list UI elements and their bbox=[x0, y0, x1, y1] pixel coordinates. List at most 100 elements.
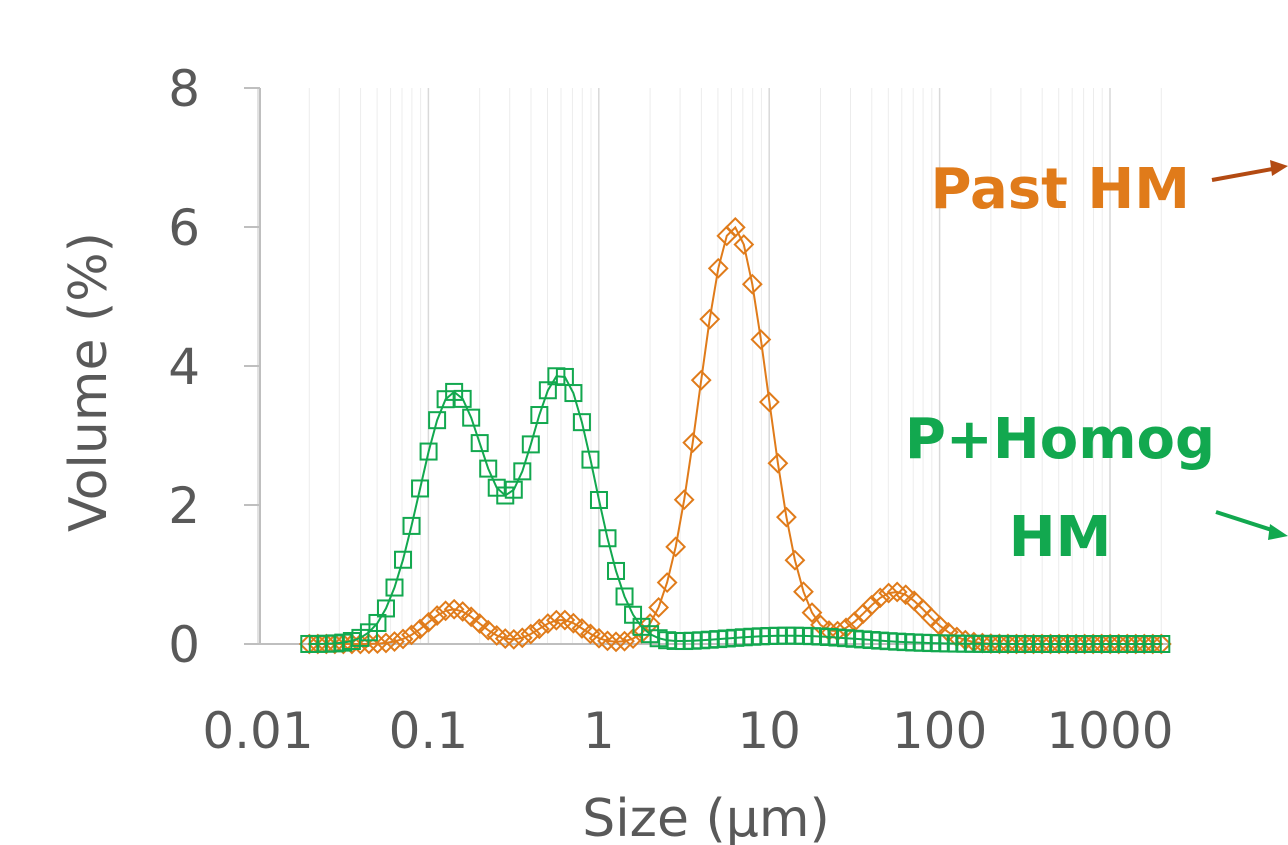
x-tick-label: 10 bbox=[737, 702, 801, 760]
data-point bbox=[572, 413, 591, 432]
data-point bbox=[315, 633, 337, 655]
series-p-homog-hm bbox=[300, 367, 1171, 653]
data-point bbox=[699, 308, 721, 330]
data-point bbox=[750, 329, 772, 350]
data-point bbox=[741, 273, 763, 295]
data-point bbox=[665, 536, 687, 558]
data-point bbox=[605, 631, 627, 653]
data-point bbox=[724, 216, 746, 238]
data-point bbox=[1048, 633, 1070, 655]
data-point bbox=[1091, 633, 1113, 655]
series-layer bbox=[298, 216, 1172, 655]
data-point bbox=[307, 633, 329, 655]
data-point bbox=[394, 550, 413, 569]
data-point bbox=[1014, 633, 1036, 655]
data-point bbox=[384, 631, 405, 652]
data-point bbox=[1082, 633, 1104, 655]
y-tick-label: 2 bbox=[168, 477, 200, 535]
data-point bbox=[409, 618, 431, 640]
data-point bbox=[375, 632, 397, 654]
data-point bbox=[656, 572, 678, 593]
data-point bbox=[452, 601, 474, 622]
data-point bbox=[1074, 633, 1096, 655]
data-point bbox=[504, 480, 523, 499]
data-point bbox=[733, 234, 755, 255]
data-point bbox=[673, 489, 695, 511]
data-point bbox=[528, 618, 550, 640]
data-point bbox=[784, 549, 806, 571]
y-tick-label: 0 bbox=[168, 616, 200, 674]
data-point bbox=[520, 623, 542, 645]
data-point bbox=[392, 628, 414, 650]
data-point bbox=[460, 606, 482, 628]
y-tick-labels: 0 2 4 6 8 bbox=[168, 60, 260, 674]
data-point bbox=[513, 462, 532, 481]
data-point bbox=[511, 627, 533, 649]
grid-lines bbox=[257, 88, 1162, 644]
data-point bbox=[589, 490, 608, 509]
data-point bbox=[767, 452, 789, 474]
data-point bbox=[479, 459, 498, 478]
data-point bbox=[607, 561, 626, 580]
data-point bbox=[1023, 633, 1044, 655]
data-point bbox=[1152, 635, 1171, 653]
x-tick-label: 1000 bbox=[1046, 702, 1173, 760]
annotation-arrow-p-homog bbox=[1215, 510, 1279, 534]
data-point bbox=[503, 628, 525, 650]
annotation-arrow-past-hm bbox=[1211, 166, 1279, 182]
data-point bbox=[878, 582, 900, 604]
annotation-hm: HM bbox=[1009, 505, 1112, 570]
data-point bbox=[477, 619, 499, 641]
data-point bbox=[1057, 633, 1078, 655]
data-point bbox=[1031, 633, 1053, 655]
data-point bbox=[530, 406, 549, 425]
data-point bbox=[614, 630, 635, 652]
data-point bbox=[462, 408, 481, 427]
annotation-arrowhead-p-homog bbox=[1268, 524, 1288, 540]
data-point bbox=[435, 600, 457, 622]
data-point bbox=[707, 257, 729, 279]
data-point bbox=[648, 597, 670, 618]
x-tick-label: 100 bbox=[892, 702, 987, 760]
data-point bbox=[376, 599, 395, 618]
data-point bbox=[324, 633, 346, 655]
data-point bbox=[564, 384, 583, 403]
data-point bbox=[545, 609, 567, 631]
data-point bbox=[411, 479, 430, 498]
annotation-past-hm: Past HM bbox=[930, 157, 1190, 222]
data-point bbox=[428, 411, 447, 430]
data-point bbox=[1099, 633, 1121, 655]
data-point bbox=[453, 389, 472, 408]
data-point bbox=[1108, 633, 1130, 655]
data-point bbox=[1065, 633, 1087, 655]
data-point bbox=[401, 624, 422, 646]
data-point bbox=[563, 612, 584, 634]
data-point bbox=[793, 581, 814, 603]
data-point bbox=[419, 442, 438, 461]
data-point bbox=[470, 434, 489, 453]
data-point bbox=[298, 633, 320, 655]
y-tick-label: 8 bbox=[168, 60, 200, 118]
data-point bbox=[571, 618, 593, 639]
annotation-p-homog: P+Homog bbox=[905, 407, 1215, 472]
x-tick-labels: 0.01 0.1 1 10 100 1000 bbox=[202, 702, 1173, 760]
y-axis-title: Volume (%) bbox=[59, 232, 119, 532]
x-tick-label: 0.1 bbox=[389, 702, 469, 760]
data-point bbox=[690, 369, 712, 391]
data-point bbox=[341, 633, 363, 655]
data-point bbox=[521, 435, 540, 454]
data-point bbox=[597, 630, 618, 652]
data-point bbox=[615, 587, 634, 606]
data-point bbox=[418, 611, 439, 633]
data-point bbox=[869, 587, 891, 609]
x-tick-label: 1 bbox=[583, 702, 615, 760]
data-point bbox=[469, 613, 491, 634]
data-point bbox=[758, 391, 780, 413]
data-point bbox=[598, 529, 617, 548]
y-tick-label: 6 bbox=[168, 199, 200, 257]
x-axis-title: Size (µm) bbox=[582, 789, 830, 845]
annotation-arrowhead-past-hm bbox=[1270, 160, 1288, 176]
data-point bbox=[402, 516, 421, 535]
data-point bbox=[537, 613, 559, 634]
